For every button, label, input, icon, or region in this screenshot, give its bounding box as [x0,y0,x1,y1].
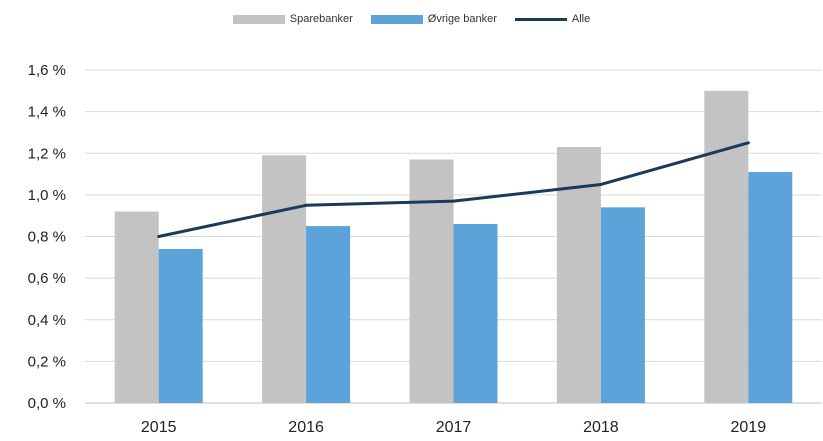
bar-sparebanker-2019 [704,90,749,403]
y-tick-label: 0,6 % [28,270,66,287]
legend-label-ovrige-banker: Øvrige banker [427,13,497,25]
legend-label-alle: Alle [571,13,591,25]
legend-label-sparebanker: Sparebanker [289,13,353,25]
bar-sparebanker-2016 [262,155,307,403]
legend-swatch-alle [514,17,567,21]
y-tick-label: 1,4 % [28,104,66,121]
bar--vrige-banker-2015 [158,248,203,403]
y-tick-label: 1,0 % [28,187,66,204]
y-tick-label: 0,0 % [28,395,66,412]
x-tick-label: 2018 [583,419,619,436]
bar--vrige-banker-2018 [600,207,645,403]
line-point-alle-2017 [452,199,455,203]
bar--vrige-banker-2017 [453,224,498,403]
y-tick-label: 1,2 % [28,145,66,162]
chart-legend: Sparebanker Øvrige banker Alle [0,8,823,30]
bar-sparebanker-2015 [114,211,159,403]
legend-item-alle: Alle [514,13,591,25]
y-tick-label: 0,4 % [28,312,66,329]
line-point-alle-2016 [304,203,308,207]
bar--vrige-banker-2019 [748,171,793,403]
line-point-alle-2018 [599,182,603,186]
x-tick-label: 2019 [731,419,767,436]
y-tick-label: 1,6 % [28,62,66,79]
x-tick-label: 2016 [288,419,324,436]
series-line [157,141,750,238]
legend-item-ovrige-banker: Øvrige banker [370,13,497,25]
line-point-alle-2019 [746,141,750,145]
y-tick-label: 0,8 % [28,229,66,246]
x-axis: 2015 2016 2017 2018 2019 [141,419,766,436]
legend-swatch-ovrige-banker [370,14,423,24]
legend-item-sparebanker: Sparebanker [232,13,353,25]
legend-swatch-sparebanker [232,14,285,24]
x-tick-label: 2015 [141,419,177,436]
y-tick-label: 0,2 % [28,353,66,370]
bars [114,90,793,403]
y-axis: 0,0 % 0,2 % 0,4 % 0,6 % 0,8 % 1,0 % 1,2 % 1,4 %… [28,62,66,412]
x-tick-label: 2017 [436,419,472,436]
bar--vrige-banker-2016 [306,226,351,403]
bar-sparebanker-2017 [409,159,454,403]
line-point-alle-2015 [157,235,161,238]
